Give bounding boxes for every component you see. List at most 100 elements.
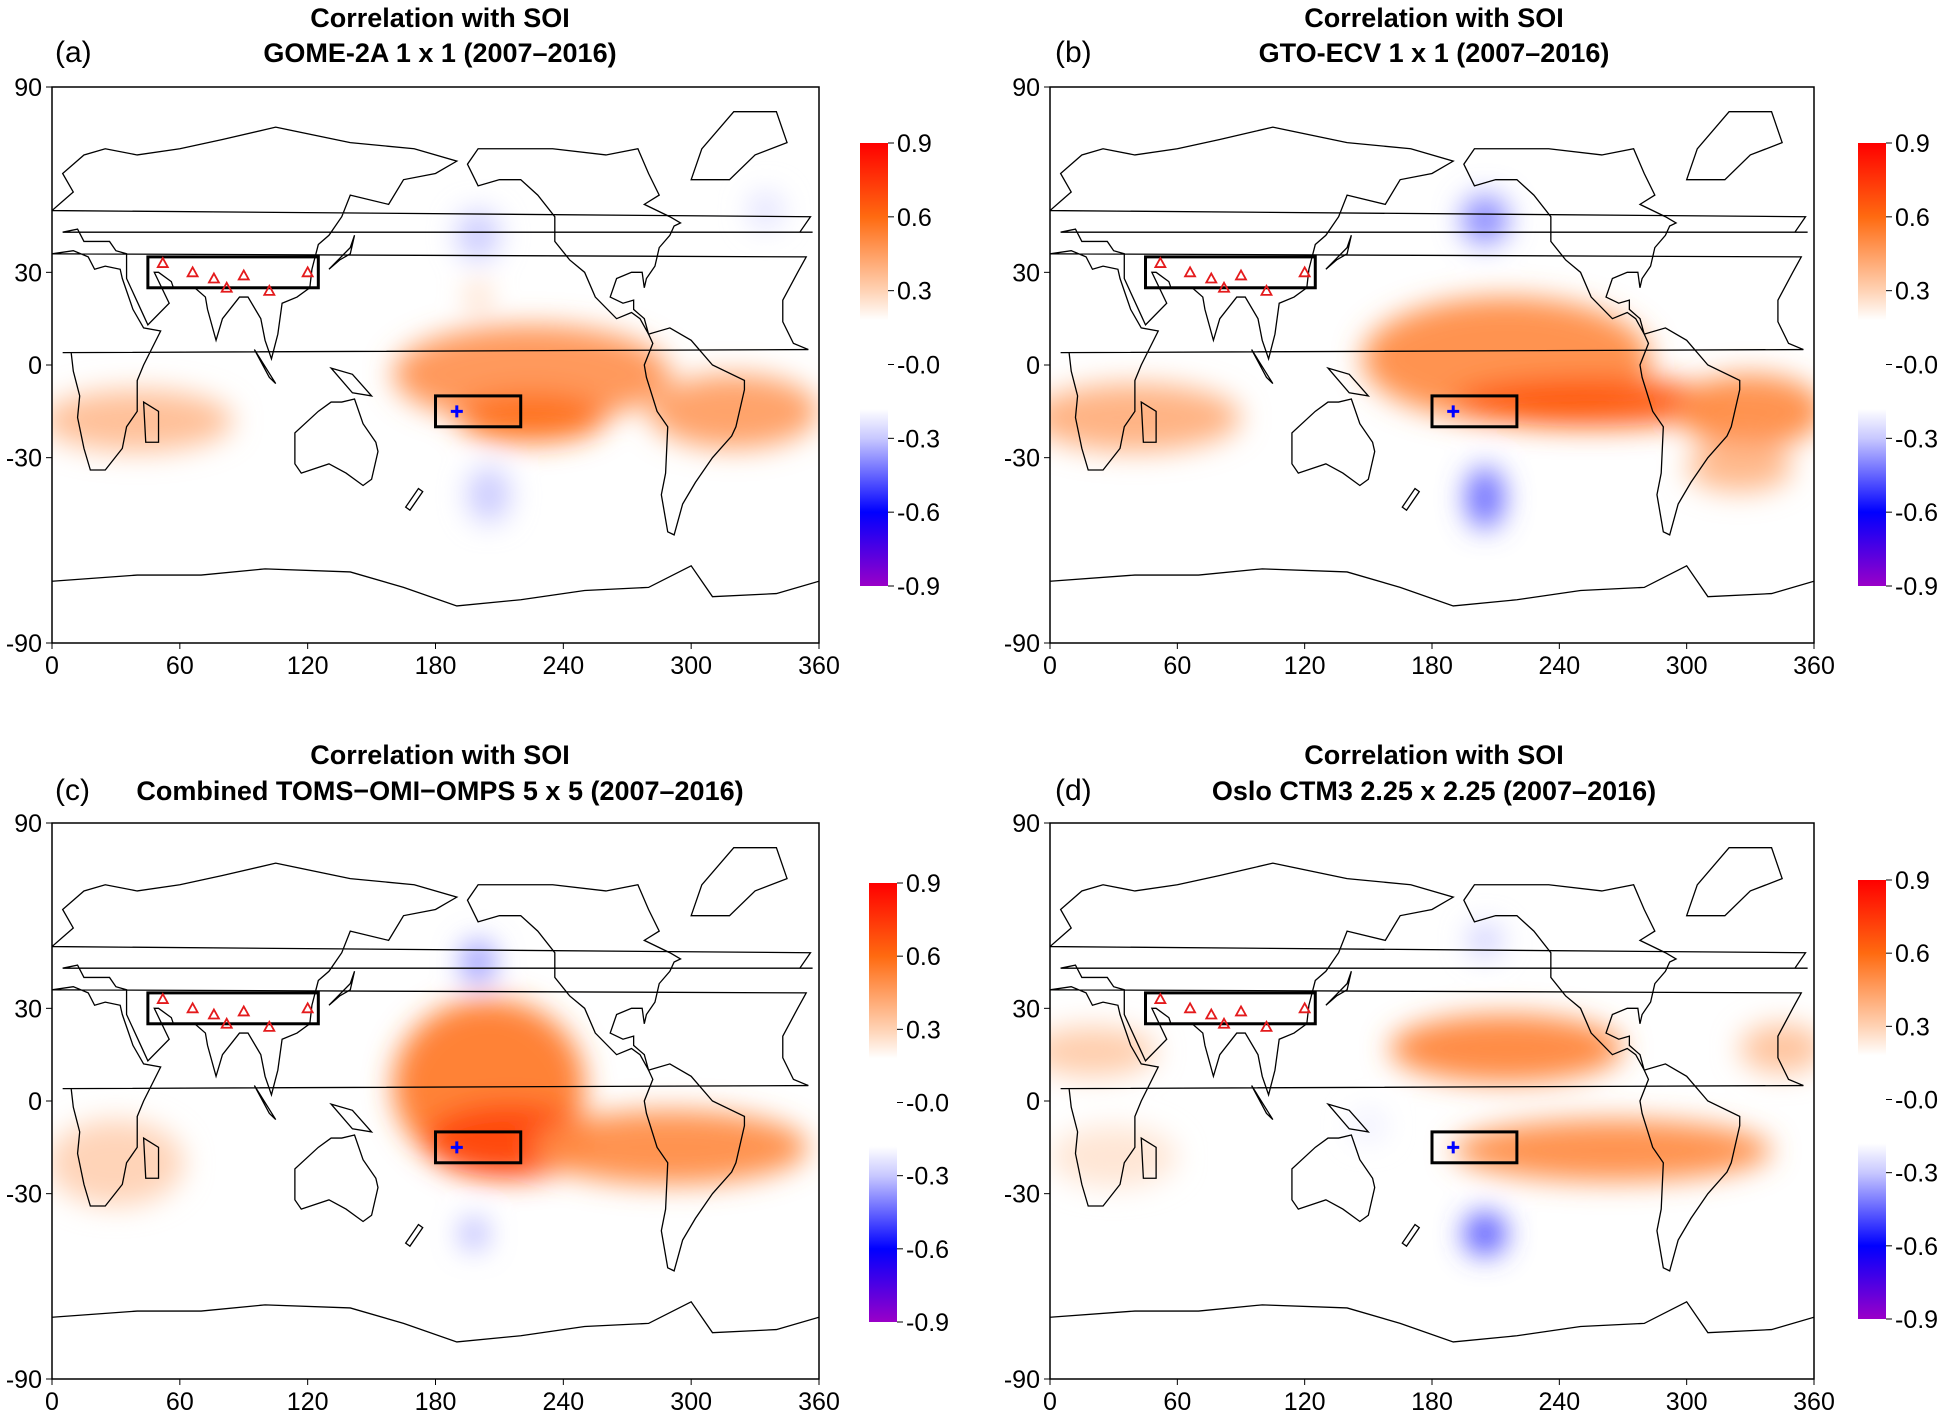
correlation-blob [1461,195,1509,245]
y-tick-label: -30 [1004,1181,1040,1209]
correlation-blob [1453,1119,1772,1182]
x-tick-label: 180 [1411,1388,1453,1416]
station-triangle [301,1001,315,1014]
coastline [52,250,809,471]
coastline [329,366,374,397]
station-triangle [1153,256,1167,268]
correlation-blob [531,1110,809,1185]
coastline [294,398,379,487]
colorbar-tick-label: 0.3 [1895,278,1930,306]
colorbar-tick-label: 0.9 [906,870,941,898]
panel-c: 0 60 120 180 240 300 36090300-30-90Correlation… [6,740,949,1416]
pacific-box [434,394,523,429]
correlation-blob [461,1218,487,1250]
panel-subtitle: GTO-ECV 1 x 1 (2007–2016) [1259,38,1610,68]
station-triangle [1259,1020,1273,1032]
panel-d: 0 60 120 180 240 300 36090300-30-90Correlation… [1004,740,1938,1416]
coastline [643,327,746,536]
coastline [404,487,424,512]
station-triangle [262,1020,276,1032]
himalaya-box [1144,255,1317,290]
x-tick-label: 360 [1793,652,1835,680]
x-tick-label: 300 [670,652,712,680]
coastline [1291,1134,1376,1223]
station-triangle [1234,1004,1248,1017]
station-triangle [1204,271,1218,284]
coastline [1251,349,1274,384]
coastline [1325,971,1352,1006]
reference-point-cross [450,405,463,418]
coastline [1140,1136,1157,1179]
panel-title: Correlation with SOI [1304,3,1564,33]
correlation-field [1050,847,1814,1343]
colorbar-tick-label: 0.6 [1895,940,1930,968]
coastline [1251,1085,1274,1120]
x-tick-label: 180 [415,652,457,680]
coastlines [1050,111,1814,607]
x-tick-label: 240 [1538,652,1580,680]
colorbar-tick-label: -0.0 [1895,352,1938,380]
coastline [466,884,682,1071]
station-triangle [1298,1001,1312,1014]
x-tick-label: 180 [415,1388,457,1416]
x-tick-label: 60 [166,1388,194,1416]
correlation-blob [1739,1023,1814,1074]
coastline [1050,986,1804,1207]
y-tick-label: 30 [14,259,42,287]
coastline [328,971,356,1006]
coastline [142,1136,160,1179]
x-tick-label: 60 [166,652,194,680]
panel-subtitle: Oslo CTM3 2.25 x 2.25 (2007–2016) [1212,776,1656,806]
coastline-antarctica [52,1300,819,1343]
correlation-field [52,847,819,1343]
coastline [690,847,788,917]
coastline [466,148,682,335]
pacific-box [1430,1130,1519,1165]
coastline [1326,366,1371,397]
colorbar-tick-label: -0.3 [906,1163,949,1191]
coastline-antarctica [52,564,819,607]
correlation-blob [467,281,489,313]
panel-title: Correlation with SOI [310,3,570,33]
panel-label: (a) [55,36,92,69]
station-triangle [186,1001,200,1014]
himalaya-box [1144,991,1317,1026]
coastline [294,1134,379,1223]
colorbar-tick-label: -0.9 [1895,573,1938,601]
correlation-field [1050,111,1814,607]
coastlines [1050,847,1814,1343]
colorbar-tick-label: -0.9 [897,573,940,601]
colorbar-tick-label: 0.3 [1895,1013,1930,1041]
coastline [1685,111,1783,181]
coastline [1639,1063,1741,1272]
station-triangle [207,1007,221,1020]
station-triangle [1204,1007,1218,1020]
coastlines [52,847,819,1343]
pacific-box [434,1130,523,1165]
y-tick-label: 90 [14,74,42,102]
coastline [690,111,788,181]
x-tick-label: 240 [1538,1388,1580,1416]
coastline [1401,1223,1421,1248]
station-triangle [220,1016,234,1029]
coastline [142,400,160,443]
coastline-antarctica [1050,564,1814,607]
coastline [253,1085,277,1120]
coastline [253,349,277,385]
coastline [1050,250,1804,471]
colorbar-tick-label: -0.9 [906,1309,949,1337]
station-triangle [156,256,170,268]
correlation-blob [1050,1026,1157,1077]
station-triangle [1234,268,1248,281]
correlation-blob [52,389,234,452]
colorbar-tick-label: 0.9 [897,130,932,158]
station-triangle [1183,1001,1197,1014]
x-tick-label: 300 [1666,1388,1708,1416]
x-tick-label: 300 [670,1388,712,1416]
y-tick-label: 90 [1012,74,1040,102]
station-triangle [1217,280,1231,293]
colorbar-scale [860,143,888,586]
colorbar-tick-label: -0.0 [897,352,940,380]
panel-label: (b) [1055,36,1092,69]
colorbar-tick-label: -0.6 [906,1236,949,1264]
